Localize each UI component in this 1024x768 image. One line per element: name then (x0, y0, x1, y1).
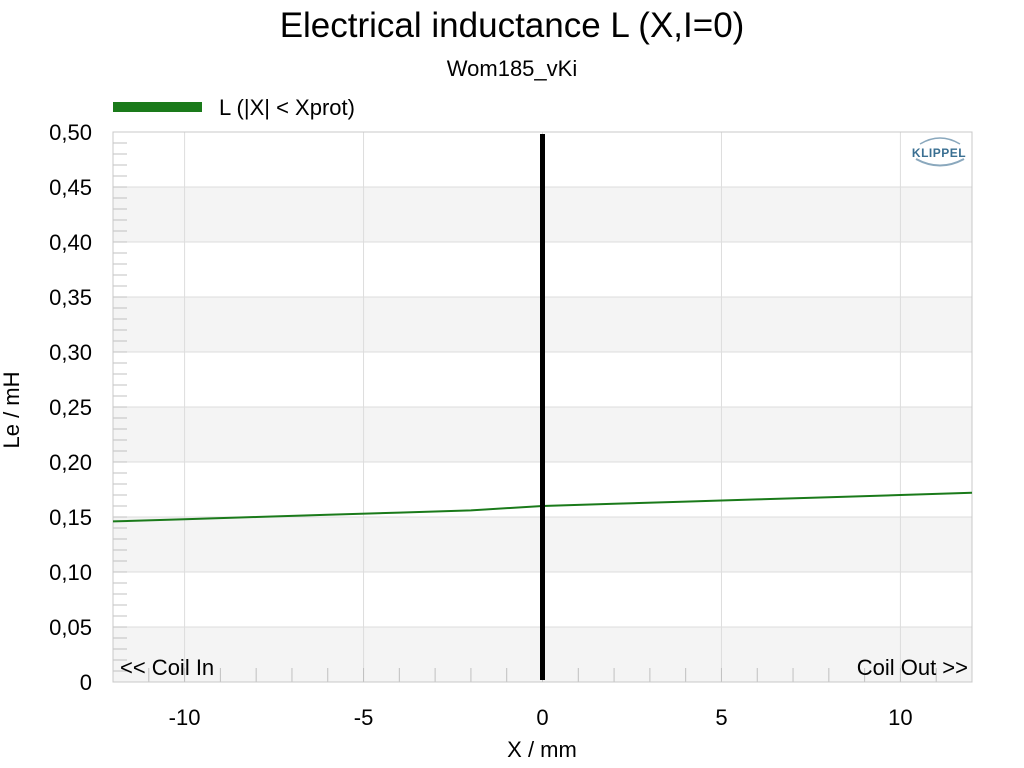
logo-text: KLIPPEL (912, 146, 966, 160)
y-tick-label: 0,15 (49, 505, 92, 530)
x-tick-label: -5 (354, 705, 374, 730)
x-ticks: -10 -5 0 5 10 (169, 705, 913, 730)
annotation-coil-in: << Coil In (120, 655, 214, 680)
plot-frame (112, 131, 973, 683)
legend-label: L (|X| < Xprot) (219, 95, 355, 120)
x-tick-label: 10 (888, 705, 912, 730)
x-tick-label: 0 (536, 705, 548, 730)
y-tick-label: 0,45 (49, 175, 92, 200)
x-tick-label: -10 (169, 705, 201, 730)
y-tick-label: 0,20 (49, 450, 92, 475)
logo-arc (919, 137, 961, 145)
chart-title: Electrical inductance L (X,I=0) (280, 6, 745, 45)
legend: L (|X| < Xprot) (113, 95, 355, 120)
y-tick-label: 0,40 (49, 230, 92, 255)
y-tick-label: 0,25 (49, 395, 92, 420)
y-axis-label: Le / mH (0, 371, 24, 448)
y-tick-label: 0,05 (49, 615, 92, 640)
y-tick-label: 0,35 (49, 285, 92, 310)
x-tick-label: 5 (715, 705, 727, 730)
logo-swoosh (915, 158, 965, 167)
y-ticks: 0 0,05 0,10 0,15 0,20 0,25 0,30 0,35 0,40 0,45 0,5… (49, 120, 92, 695)
y-tick-label: 0,30 (49, 340, 92, 365)
klippel-logo: KLIPPEL (912, 137, 966, 167)
legend-swatch (113, 102, 202, 112)
y-tick-label: 0,10 (49, 560, 92, 585)
y-tick-label: 0 (80, 670, 92, 695)
annotation-coil-out: Coil Out >> (857, 655, 968, 680)
chart-subtitle: Wom185_vKi (447, 56, 577, 81)
x-axis-label: X / mm (507, 737, 577, 762)
y-tick-label: 0,50 (49, 120, 92, 145)
